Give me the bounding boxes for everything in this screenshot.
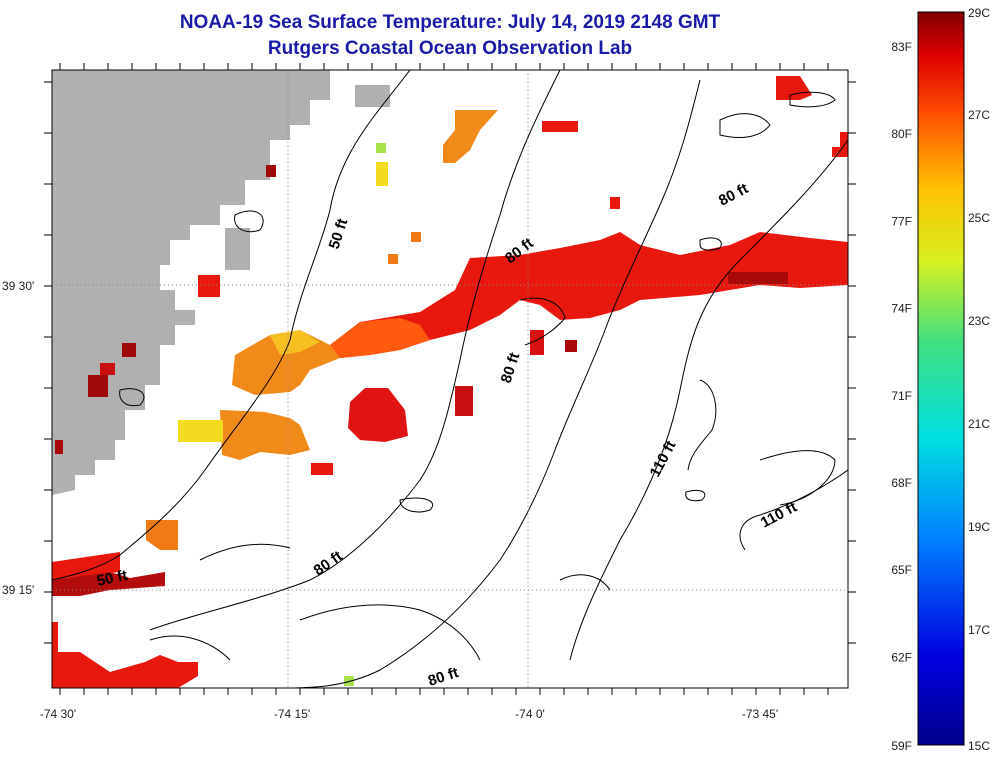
colorbar-f-label: 68F	[891, 476, 912, 490]
lon-label: -74 15'	[274, 707, 310, 721]
colorbar-f-label: 71F	[891, 389, 912, 403]
lat-label: 39 30'	[2, 279, 34, 293]
lon-label: -74 30'	[40, 707, 76, 721]
title-line-1: NOAA-19 Sea Surface Temperature: July 14…	[179, 12, 721, 33]
colorbar-f-label: 83F	[891, 40, 912, 54]
colorbar-f-label: 80F	[891, 127, 912, 141]
colorbar-c-label: 25C	[968, 211, 990, 225]
colorbar-f-label: 65F	[891, 563, 912, 577]
axis-ticks	[44, 63, 856, 695]
contour-label: 50 ft	[95, 567, 129, 590]
colorbar-c-label: 27C	[968, 108, 990, 122]
colorbar-c-label: 17C	[968, 623, 990, 637]
colorbar-c-label: 15C	[968, 739, 990, 753]
colorbar-c-label: 29C	[968, 6, 990, 20]
plot-frame	[51, 69, 849, 689]
colorbar-fahrenheit-labels: 83F 80F 77F 74F 71F 68F 65F 62F 59F	[891, 40, 912, 753]
colorbar-f-label: 74F	[891, 302, 912, 316]
colorbar-c-label: 23C	[968, 314, 990, 328]
sst-patch-south	[52, 552, 354, 688]
depth-contours	[52, 70, 848, 688]
sst-pixel	[455, 386, 473, 416]
colorbar-c-label: 19C	[968, 520, 990, 534]
colorbar-gradient	[917, 11, 965, 746]
colorbar-f-label: 77F	[891, 214, 912, 228]
sst-patch-north	[198, 76, 848, 297]
lon-label: -73 45'	[742, 707, 778, 721]
colorbar-celsius-labels: 29C 27C 25C 23C 21C 19C 17C 15C	[968, 6, 990, 753]
land-patch	[355, 85, 390, 107]
lon-label: -74 0'	[515, 707, 545, 721]
colorbar-f-label: 62F	[891, 650, 912, 664]
colorbar-f-label: 59F	[891, 739, 912, 753]
lat-label: 39 15'	[2, 583, 34, 597]
sst-coastal-pixels	[55, 343, 136, 454]
land-patch	[225, 228, 250, 270]
sst-blob	[348, 388, 408, 442]
contour-label: 80 ft	[426, 664, 461, 690]
colorbar-c-label: 21C	[968, 417, 990, 431]
title-line-2: Rutgers Coastal Ocean Observation Lab	[267, 38, 633, 59]
sst-band-main	[232, 232, 848, 395]
sst-pixel	[530, 330, 544, 355]
land-mass	[52, 70, 330, 495]
axis-labels: -74 30' -74 15' -74 0' -73 45' 39 30' 39…	[2, 279, 778, 721]
colorbar: 83F 80F 77F 74F 71F 68F 65F 62F 59F 29C 27C 25C 23C…	[891, 6, 990, 753]
graticule	[52, 70, 848, 688]
